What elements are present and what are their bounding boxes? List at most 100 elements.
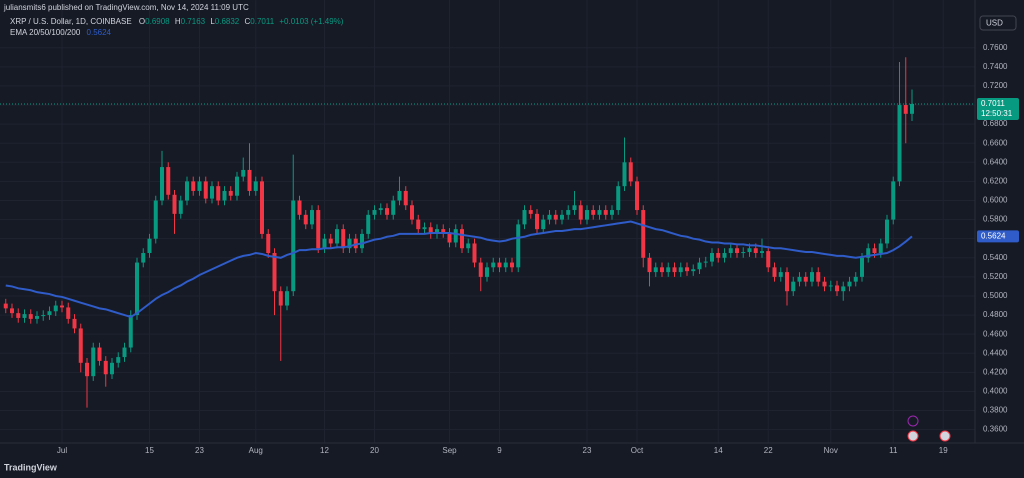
candle-body [778, 272, 783, 277]
candle-body [366, 214, 371, 234]
candle-body [841, 286, 846, 292]
x-tick-label: 9 [497, 446, 502, 455]
event-icon[interactable] [939, 430, 951, 442]
currency[interactable]: USD [986, 19, 1003, 28]
candle-body [60, 305, 64, 308]
candle-body [553, 214, 558, 220]
candle-body [616, 186, 621, 211]
candle-body [635, 181, 639, 211]
candle-body [760, 251, 764, 254]
candle-body [753, 248, 758, 254]
candle-body [203, 181, 208, 199]
candle-body [128, 315, 133, 348]
ema-line [5, 220, 913, 319]
candle-body [622, 162, 627, 187]
y-tick-label: 0.4200 [983, 367, 1008, 376]
candle-body [872, 248, 877, 254]
candle-body [403, 190, 408, 206]
candle-body [297, 200, 302, 215]
candle-body [247, 169, 252, 191]
y-tick-label: 0.4600 [983, 329, 1008, 338]
plot-area [0, 0, 975, 443]
candle-body [72, 318, 77, 329]
candle-body [522, 210, 527, 225]
candle-body [197, 181, 202, 191]
candle-body [703, 261, 708, 263]
candle-body [422, 227, 427, 230]
candle-body [266, 233, 271, 254]
candle-body [497, 262, 502, 268]
candle-body [653, 267, 658, 273]
candle-body [528, 210, 533, 214]
candle-body [310, 210, 314, 225]
candle-body [885, 219, 889, 244]
candle-body [791, 281, 796, 292]
y-tick-label: 0.5000 [983, 291, 1008, 300]
candle-body [166, 167, 171, 195]
candle-body [22, 314, 27, 318]
x-tick-label: Nov [824, 446, 838, 455]
candle-body [3, 303, 8, 309]
candle-body [728, 248, 733, 254]
candle-body [491, 262, 496, 268]
candle-body [172, 194, 177, 214]
candle-body [697, 262, 702, 270]
candle-body [97, 347, 102, 361]
publisher: juliansmits6 published on TradingView.co… [3, 3, 249, 12]
candle-body [572, 205, 577, 211]
candle-body [891, 181, 896, 220]
y-tick-label: 0.7400 [983, 62, 1008, 71]
axes: 0.3600 0.3800 0.4000 0.4200 0.4400 0.4600 0.48… [57, 43, 1019, 455]
candle-body [878, 243, 883, 254]
candle-body [710, 253, 714, 262]
candle-body [278, 291, 283, 306]
candle-body [10, 308, 14, 314]
currency-button[interactable] [979, 15, 1017, 31]
candle-body [647, 257, 652, 273]
candle-body [566, 210, 571, 215]
candle-body [341, 229, 346, 249]
candle-body [253, 181, 258, 191]
y-tick-label: 0.6800 [983, 119, 1008, 128]
event-icon[interactable] [907, 430, 919, 442]
candle-body [91, 347, 96, 377]
candle-body [191, 181, 196, 191]
ema-legend: EMA 20/50/100/200 0.5624 [10, 28, 112, 37]
candle-body [660, 267, 664, 273]
y-tick-label: 0.5400 [983, 253, 1008, 262]
y-tick-label: 0.6200 [983, 177, 1008, 186]
candle-body [222, 190, 227, 201]
candle-body [347, 238, 352, 249]
x-tick-label: 15 [145, 446, 154, 455]
countdown: 12:50:31 [981, 109, 1013, 118]
candle-body [772, 267, 777, 277]
candle-body [385, 208, 389, 215]
x-tick-label: 12 [320, 446, 329, 455]
candle-body [797, 276, 802, 282]
candle-body [835, 285, 839, 292]
x-tick-label: 23 [195, 446, 204, 455]
high-label: H [175, 17, 181, 26]
candle-body [453, 229, 458, 243]
x-tick-label: 20 [370, 446, 379, 455]
x-tick-label: Sep [442, 446, 457, 455]
open-label: O [139, 17, 145, 26]
candle-body [241, 169, 246, 177]
candle-body [122, 347, 127, 358]
price-label-box [977, 97, 1019, 120]
candle-body [828, 285, 833, 287]
candle-body [35, 316, 39, 319]
candle-body [460, 229, 464, 249]
candle-body [485, 267, 489, 277]
event-icon[interactable] [907, 415, 919, 427]
candle-body [822, 281, 827, 287]
candle-body [716, 253, 721, 258]
candle-body [391, 200, 396, 215]
low-value: 0.6832 [215, 17, 240, 26]
candle-body [378, 208, 383, 211]
candle-body [441, 229, 446, 233]
y-tick-label: 0.5800 [983, 215, 1008, 224]
candle-body [866, 248, 871, 258]
candle-body [147, 238, 152, 254]
candle-body [41, 315, 46, 317]
